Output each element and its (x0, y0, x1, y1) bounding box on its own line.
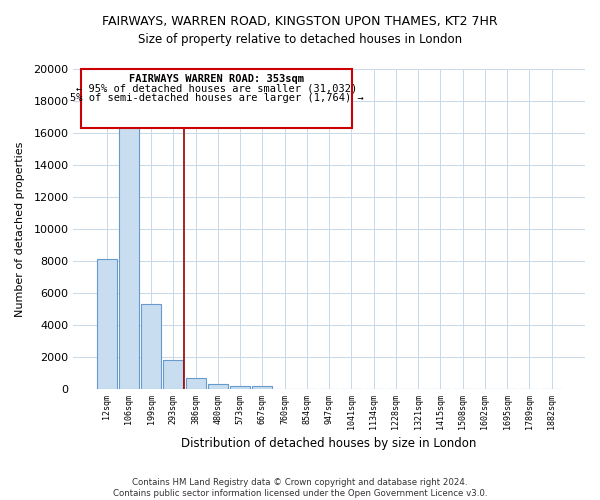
Text: Size of property relative to detached houses in London: Size of property relative to detached ho… (138, 32, 462, 46)
Bar (141, 304, 161, 389)
Y-axis label: Number of detached properties: Number of detached properties (15, 141, 25, 316)
Bar (163, 360, 184, 389)
Bar (119, 125, 139, 389)
Bar (230, 386, 250, 389)
X-axis label: Distribution of detached houses by size in London: Distribution of detached houses by size … (181, 437, 477, 450)
Bar (253, 386, 272, 389)
Bar (208, 384, 228, 389)
FancyBboxPatch shape (81, 69, 352, 128)
Text: ← 95% of detached houses are smaller (31,032): ← 95% of detached houses are smaller (31… (76, 84, 357, 94)
Text: FAIRWAYS, WARREN ROAD, KINGSTON UPON THAMES, KT2 7HR: FAIRWAYS, WARREN ROAD, KINGSTON UPON THA… (102, 15, 498, 28)
Text: FAIRWAYS WARREN ROAD: 353sqm: FAIRWAYS WARREN ROAD: 353sqm (129, 74, 304, 84)
Text: Contains HM Land Registry data © Crown copyright and database right 2024.
Contai: Contains HM Land Registry data © Crown c… (113, 478, 487, 498)
Text: 5% of semi-detached houses are larger (1,764) →: 5% of semi-detached houses are larger (1… (70, 93, 364, 103)
Bar (97, 260, 116, 389)
Bar (185, 378, 206, 389)
